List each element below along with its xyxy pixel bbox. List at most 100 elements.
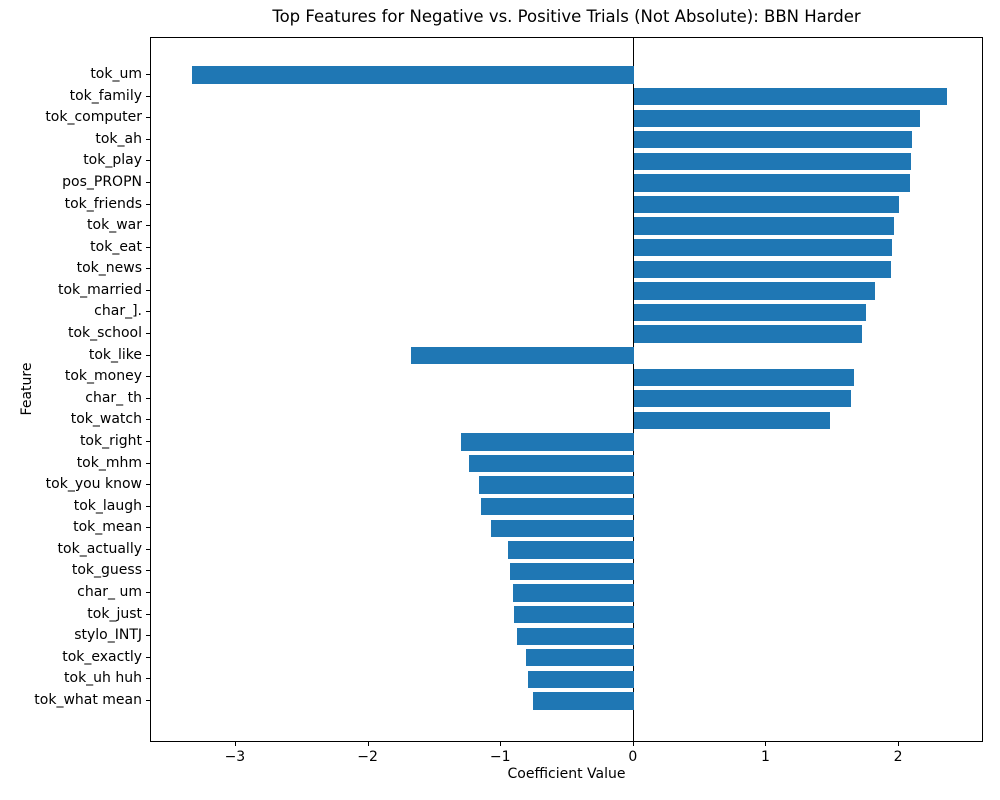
bar — [633, 87, 947, 106]
x-tick-mark — [367, 742, 369, 746]
y-tick-label: char_ um — [77, 584, 142, 601]
bar — [410, 346, 634, 365]
bar — [469, 454, 634, 473]
x-tick-mark — [234, 742, 236, 746]
y-tick-label: tok_what mean — [34, 692, 142, 708]
x-tick-label: −2 — [357, 749, 378, 765]
bar — [633, 368, 854, 386]
y-tick-label: tok_watch — [70, 411, 142, 428]
y-tick-mark — [146, 527, 150, 529]
y-tick-label: tok_you know — [45, 476, 142, 493]
y-tick-label: tok_computer — [45, 109, 142, 126]
y-tick-label: tok_um — [90, 66, 142, 82]
y-tick-label: tok_guess — [71, 562, 142, 579]
y-tick-mark — [146, 354, 150, 356]
bar — [633, 303, 866, 322]
y-tick-mark — [146, 635, 150, 637]
y-tick-mark — [146, 203, 150, 205]
y-tick-label: tok_like — [88, 346, 142, 363]
y-tick-mark — [146, 505, 150, 507]
x-tick-mark — [898, 742, 900, 746]
x-tick-mark — [765, 742, 767, 746]
y-tick-mark — [146, 548, 150, 550]
y-tick-label: tok_uh huh — [64, 670, 142, 687]
y-tick-mark — [146, 138, 150, 140]
bar — [513, 584, 634, 602]
bar — [633, 411, 831, 430]
y-tick-mark — [146, 397, 150, 399]
y-tick-mark — [146, 700, 150, 701]
y-tick-mark — [146, 289, 150, 291]
y-tick-mark — [146, 333, 150, 335]
y-tick-label: pos_PROPN — [62, 173, 142, 190]
y-tick-mark — [146, 246, 150, 248]
bar — [514, 606, 634, 624]
bar — [517, 627, 634, 645]
y-tick-label: tok_news — [76, 260, 142, 277]
y-tick-label: tok_school — [67, 325, 142, 342]
y-tick-label: tok_right — [79, 432, 142, 449]
y-tick-label: tok_friends — [64, 195, 142, 212]
bar — [533, 692, 634, 710]
y-tick-mark — [146, 656, 150, 658]
x-tick-label: −3 — [224, 749, 246, 765]
bar — [633, 239, 893, 257]
y-tick-label: tok_war — [87, 217, 142, 234]
bar — [633, 217, 894, 235]
bar — [507, 541, 634, 559]
plot-area — [150, 37, 983, 742]
bar — [478, 476, 634, 494]
y-tick-mark — [146, 225, 150, 227]
bar — [633, 152, 912, 170]
bar — [633, 195, 900, 214]
y-tick-label: tok_ah — [95, 130, 142, 147]
y-tick-label: tok_married — [57, 281, 142, 298]
bar — [490, 519, 634, 537]
x-tick-label: 1 — [760, 749, 770, 765]
bar — [510, 562, 634, 581]
bar — [527, 670, 634, 689]
bar — [633, 109, 921, 127]
x-tick-label: 0 — [628, 749, 638, 765]
zero-line — [633, 38, 635, 741]
bar — [633, 131, 913, 149]
y-tick-label: tok_actually — [57, 540, 142, 557]
bar — [633, 282, 876, 300]
bar — [633, 325, 862, 343]
y-tick-mark — [146, 613, 150, 615]
y-tick-mark — [146, 160, 150, 162]
y-tick-label: stylo_INTJ — [74, 627, 142, 644]
y-tick-mark — [146, 419, 150, 421]
y-tick-mark — [146, 74, 150, 75]
y-axis-label: Feature — [19, 362, 35, 416]
bar — [481, 498, 634, 516]
x-axis-label: Coefficient Value — [507, 766, 626, 782]
y-tick-mark — [146, 570, 150, 572]
y-tick-mark — [146, 117, 150, 119]
bar — [461, 433, 634, 451]
y-tick-mark — [146, 181, 150, 183]
y-tick-label: char_ th — [85, 389, 142, 406]
y-tick-label: tok_just — [87, 605, 142, 622]
y-tick-label: tok_mhm — [76, 454, 142, 471]
bar — [633, 260, 892, 278]
x-tick-mark — [632, 742, 634, 746]
y-tick-mark — [146, 268, 150, 270]
y-tick-mark — [146, 678, 150, 680]
x-tick-mark — [500, 742, 502, 746]
y-tick-label: tok_laugh — [73, 497, 142, 514]
y-tick-label: tok_mean — [73, 519, 142, 536]
y-tick-mark — [146, 484, 150, 486]
bar — [526, 649, 634, 667]
chart-title: Top Features for Negative vs. Positive T… — [272, 7, 861, 26]
y-tick-mark — [146, 311, 150, 313]
y-tick-mark — [146, 376, 150, 378]
bar — [633, 390, 852, 408]
y-tick-label: tok_money — [64, 368, 142, 385]
y-tick-mark — [146, 592, 150, 594]
y-tick-label: tok_eat — [90, 238, 142, 255]
y-tick-mark — [146, 95, 150, 97]
y-tick-label: tok_exactly — [62, 648, 142, 665]
y-tick-mark — [146, 440, 150, 442]
